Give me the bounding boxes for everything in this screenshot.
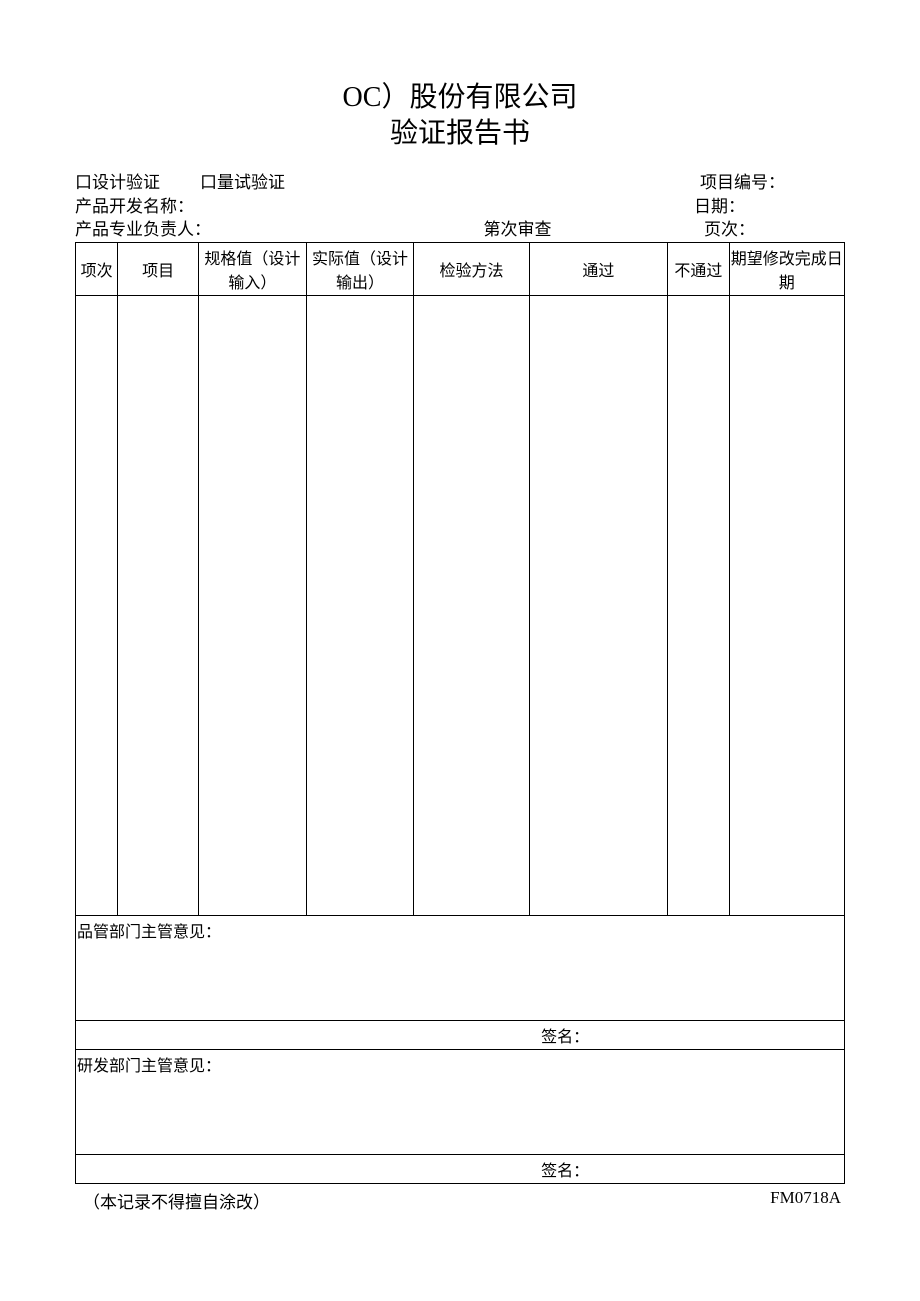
cell-fail bbox=[668, 296, 730, 916]
sign-row-2: 签名： bbox=[76, 1155, 845, 1184]
title-block: OC）股份有限公司 验证报告书 bbox=[75, 80, 845, 153]
sign-spacer-1 bbox=[76, 1021, 530, 1050]
opinion-rd-cell: 研发部门主管意见： bbox=[76, 1050, 845, 1155]
table-header-row: 项次 项目 规格值（设计输入） 实际值（设计输出） 检验方法 通过 不通过 期望… bbox=[76, 243, 845, 296]
table-data-row bbox=[76, 296, 845, 916]
opinion-row-1: 品管部门主管意见： bbox=[76, 916, 845, 1021]
cell-seq bbox=[76, 296, 118, 916]
checkbox-design-verify: 口设计验证 bbox=[75, 171, 160, 195]
product-owner-label: 产品专业负责人： bbox=[75, 218, 211, 242]
footer-note: （本记录不得擅自涂改） bbox=[83, 1188, 270, 1213]
title-line-1: OC）股份有限公司 bbox=[75, 80, 845, 116]
header-row-1: 口设计验证 口量试验证 项目编号： bbox=[75, 171, 845, 195]
header-rows: 口设计验证 口量试验证 项目编号： 产品开发名称： 日期： 产品专业负责人： 第… bbox=[75, 171, 845, 242]
product-dev-name-label: 产品开发名称： bbox=[75, 195, 194, 219]
project-number-label: 项目编号： bbox=[700, 171, 845, 195]
cell-due bbox=[729, 296, 844, 916]
date-label: 日期： bbox=[694, 195, 845, 219]
checkbox-volume-verify: 口量试验证 bbox=[200, 171, 285, 195]
cell-pass bbox=[529, 296, 667, 916]
header-row-3: 产品专业负责人： 第次审查 页次： bbox=[75, 218, 845, 242]
sign-label-1: 签名： bbox=[529, 1021, 844, 1050]
cell-actual bbox=[306, 296, 414, 916]
main-table: 项次 项目 规格值（设计输入） 实际值（设计输出） 检验方法 通过 不通过 期望… bbox=[75, 242, 845, 1184]
col-seq: 项次 bbox=[76, 243, 118, 296]
footer-form-id: FM0718A bbox=[770, 1188, 841, 1213]
col-pass: 通过 bbox=[529, 243, 667, 296]
title-line-2: 验证报告书 bbox=[75, 116, 845, 152]
opinion-row-2: 研发部门主管意见： bbox=[76, 1050, 845, 1155]
col-actual: 实际值（设计输出） bbox=[306, 243, 414, 296]
footer-row: （本记录不得擅自涂改） FM0718A bbox=[75, 1184, 845, 1213]
cell-item bbox=[118, 296, 199, 916]
col-fail: 不通过 bbox=[668, 243, 730, 296]
review-count-label: 第次审查 bbox=[364, 218, 552, 242]
opinion-qc-cell: 品管部门主管意见： bbox=[76, 916, 845, 1021]
sign-spacer-2 bbox=[76, 1155, 530, 1184]
page-label: 页次： bbox=[704, 218, 845, 242]
col-due: 期望修改完成日期 bbox=[729, 243, 844, 296]
sign-row-1: 签名： bbox=[76, 1021, 845, 1050]
cell-spec bbox=[199, 296, 307, 916]
opinion-rd-label: 研发部门主管意见： bbox=[77, 1058, 221, 1075]
opinion-qc-label: 品管部门主管意见： bbox=[77, 924, 221, 941]
sign-label-2: 签名： bbox=[529, 1155, 844, 1184]
col-spec: 规格值（设计输入） bbox=[199, 243, 307, 296]
col-method: 检验方法 bbox=[414, 243, 529, 296]
cell-method bbox=[414, 296, 529, 916]
header-row-2: 产品开发名称： 日期： bbox=[75, 195, 845, 219]
col-item: 项目 bbox=[118, 243, 199, 296]
